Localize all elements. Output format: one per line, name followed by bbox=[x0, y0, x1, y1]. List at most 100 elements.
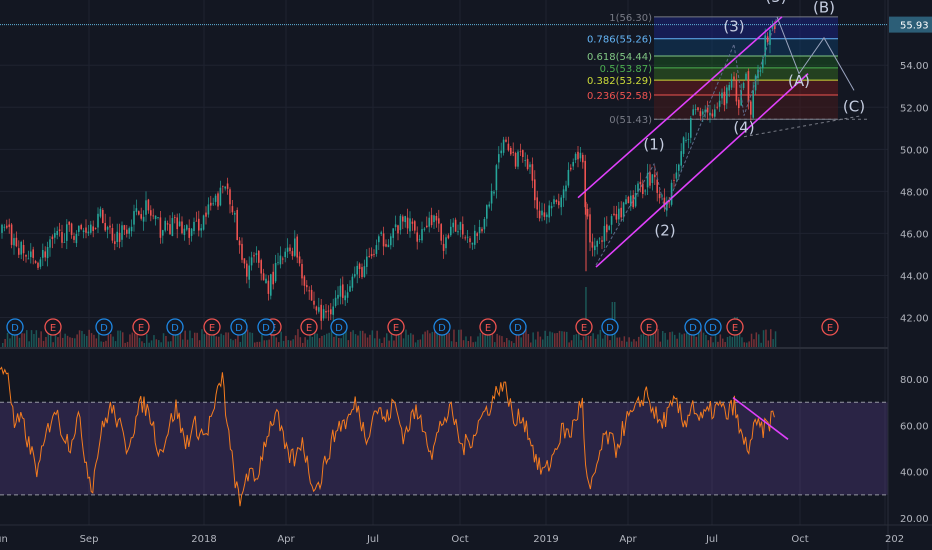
volume-bar bbox=[285, 335, 287, 347]
candle-body bbox=[478, 227, 481, 234]
volume-bar bbox=[748, 341, 750, 347]
volume-bar bbox=[364, 333, 366, 347]
volume-bar bbox=[424, 331, 426, 347]
candle-body bbox=[94, 228, 97, 229]
candle-body bbox=[298, 256, 301, 264]
volume-bar bbox=[107, 329, 110, 347]
volume-bar bbox=[297, 329, 299, 347]
candle-body bbox=[351, 276, 354, 288]
candle-body bbox=[186, 225, 188, 230]
candle-body bbox=[658, 194, 661, 199]
dividend-marker bbox=[509, 318, 527, 336]
volume-bar bbox=[530, 342, 532, 347]
volume-bar bbox=[417, 339, 419, 347]
volume-bar bbox=[374, 338, 376, 347]
volume-bar bbox=[59, 330, 62, 347]
volume-bar bbox=[441, 330, 443, 347]
volume-bar bbox=[472, 342, 474, 347]
candle-body bbox=[236, 210, 238, 240]
candle-body bbox=[442, 243, 445, 251]
candle-body bbox=[267, 280, 270, 294]
volume-bar bbox=[318, 338, 321, 347]
candle-body bbox=[714, 109, 716, 117]
candle-body bbox=[205, 212, 207, 217]
candle-body bbox=[502, 139, 505, 153]
volume-bar bbox=[21, 333, 23, 347]
volume-bar bbox=[126, 341, 129, 347]
volume-bar bbox=[765, 329, 767, 347]
candle-body bbox=[174, 217, 176, 218]
volume-bar bbox=[38, 337, 40, 347]
candle-body bbox=[320, 304, 322, 321]
volume-bar bbox=[11, 332, 14, 347]
candle-body bbox=[6, 225, 8, 228]
volume-bar bbox=[474, 341, 477, 347]
candle-body bbox=[774, 24, 776, 30]
candle-body bbox=[32, 249, 34, 258]
candle-body bbox=[181, 221, 183, 234]
candle-body bbox=[130, 226, 133, 232]
candle-body bbox=[385, 244, 387, 247]
volume-bar bbox=[138, 337, 141, 347]
candle-body bbox=[534, 179, 536, 201]
volume-bar bbox=[110, 334, 112, 347]
volume-bar bbox=[618, 337, 621, 347]
candle-body bbox=[159, 217, 162, 238]
volume-bar bbox=[570, 340, 573, 347]
volume-bar bbox=[501, 336, 503, 347]
volume-bar bbox=[482, 333, 484, 347]
volume-bar bbox=[746, 342, 748, 347]
volume-bar bbox=[290, 340, 292, 347]
volume-bar bbox=[585, 287, 587, 347]
volume-bar bbox=[237, 333, 239, 347]
last-price-label: 55.93 bbox=[900, 21, 929, 32]
volume-bar bbox=[542, 339, 544, 347]
candle-body bbox=[102, 209, 104, 223]
candle-body bbox=[51, 236, 54, 239]
volume-bar bbox=[220, 333, 222, 347]
rsi-tick-label: 40.00 bbox=[900, 468, 929, 479]
volume-bar bbox=[597, 334, 599, 347]
candle-body bbox=[394, 224, 397, 228]
candle-body bbox=[176, 217, 178, 230]
candle-body bbox=[207, 204, 210, 215]
volume-bar bbox=[376, 330, 378, 347]
candle-body bbox=[685, 140, 687, 141]
volume-bar bbox=[594, 338, 597, 347]
candle-body bbox=[483, 219, 486, 230]
candle-body bbox=[226, 183, 229, 189]
candle-body bbox=[114, 241, 116, 244]
volume-bar bbox=[532, 332, 534, 347]
volume-bar bbox=[494, 342, 496, 347]
candle-body bbox=[457, 231, 459, 233]
support-projection bbox=[743, 115, 863, 138]
candle-body bbox=[373, 254, 375, 255]
time-tick-label: Oct bbox=[451, 534, 468, 545]
elliott-wave-labels: (1) (2) (3) (4) (5) (A) (B) (C) bbox=[643, 0, 865, 240]
volume-bar bbox=[669, 332, 671, 347]
candle-body bbox=[279, 255, 282, 265]
candle-body bbox=[255, 253, 258, 255]
candle-body bbox=[639, 181, 642, 185]
volume-bar bbox=[592, 333, 594, 347]
volume-bar bbox=[218, 336, 220, 347]
volume-bar bbox=[278, 342, 280, 347]
volume-bar bbox=[321, 336, 323, 347]
volume-bar bbox=[208, 334, 210, 347]
volume-bar bbox=[9, 338, 11, 347]
volume-bar bbox=[323, 335, 326, 347]
volume-bar bbox=[510, 341, 513, 347]
earnings-marker bbox=[479, 318, 497, 336]
candle-body bbox=[591, 241, 594, 248]
volume-bar bbox=[282, 340, 285, 347]
candle-body bbox=[166, 223, 169, 225]
trend-drawings bbox=[0, 16, 888, 268]
volume-bar bbox=[340, 338, 342, 347]
volume-bar bbox=[609, 340, 611, 347]
candle-body bbox=[382, 233, 385, 247]
price-tick-label: 42.00 bbox=[900, 314, 929, 325]
candle-body bbox=[277, 262, 279, 264]
volume-bar bbox=[311, 336, 314, 347]
earnings-marker-label: E bbox=[209, 323, 215, 334]
